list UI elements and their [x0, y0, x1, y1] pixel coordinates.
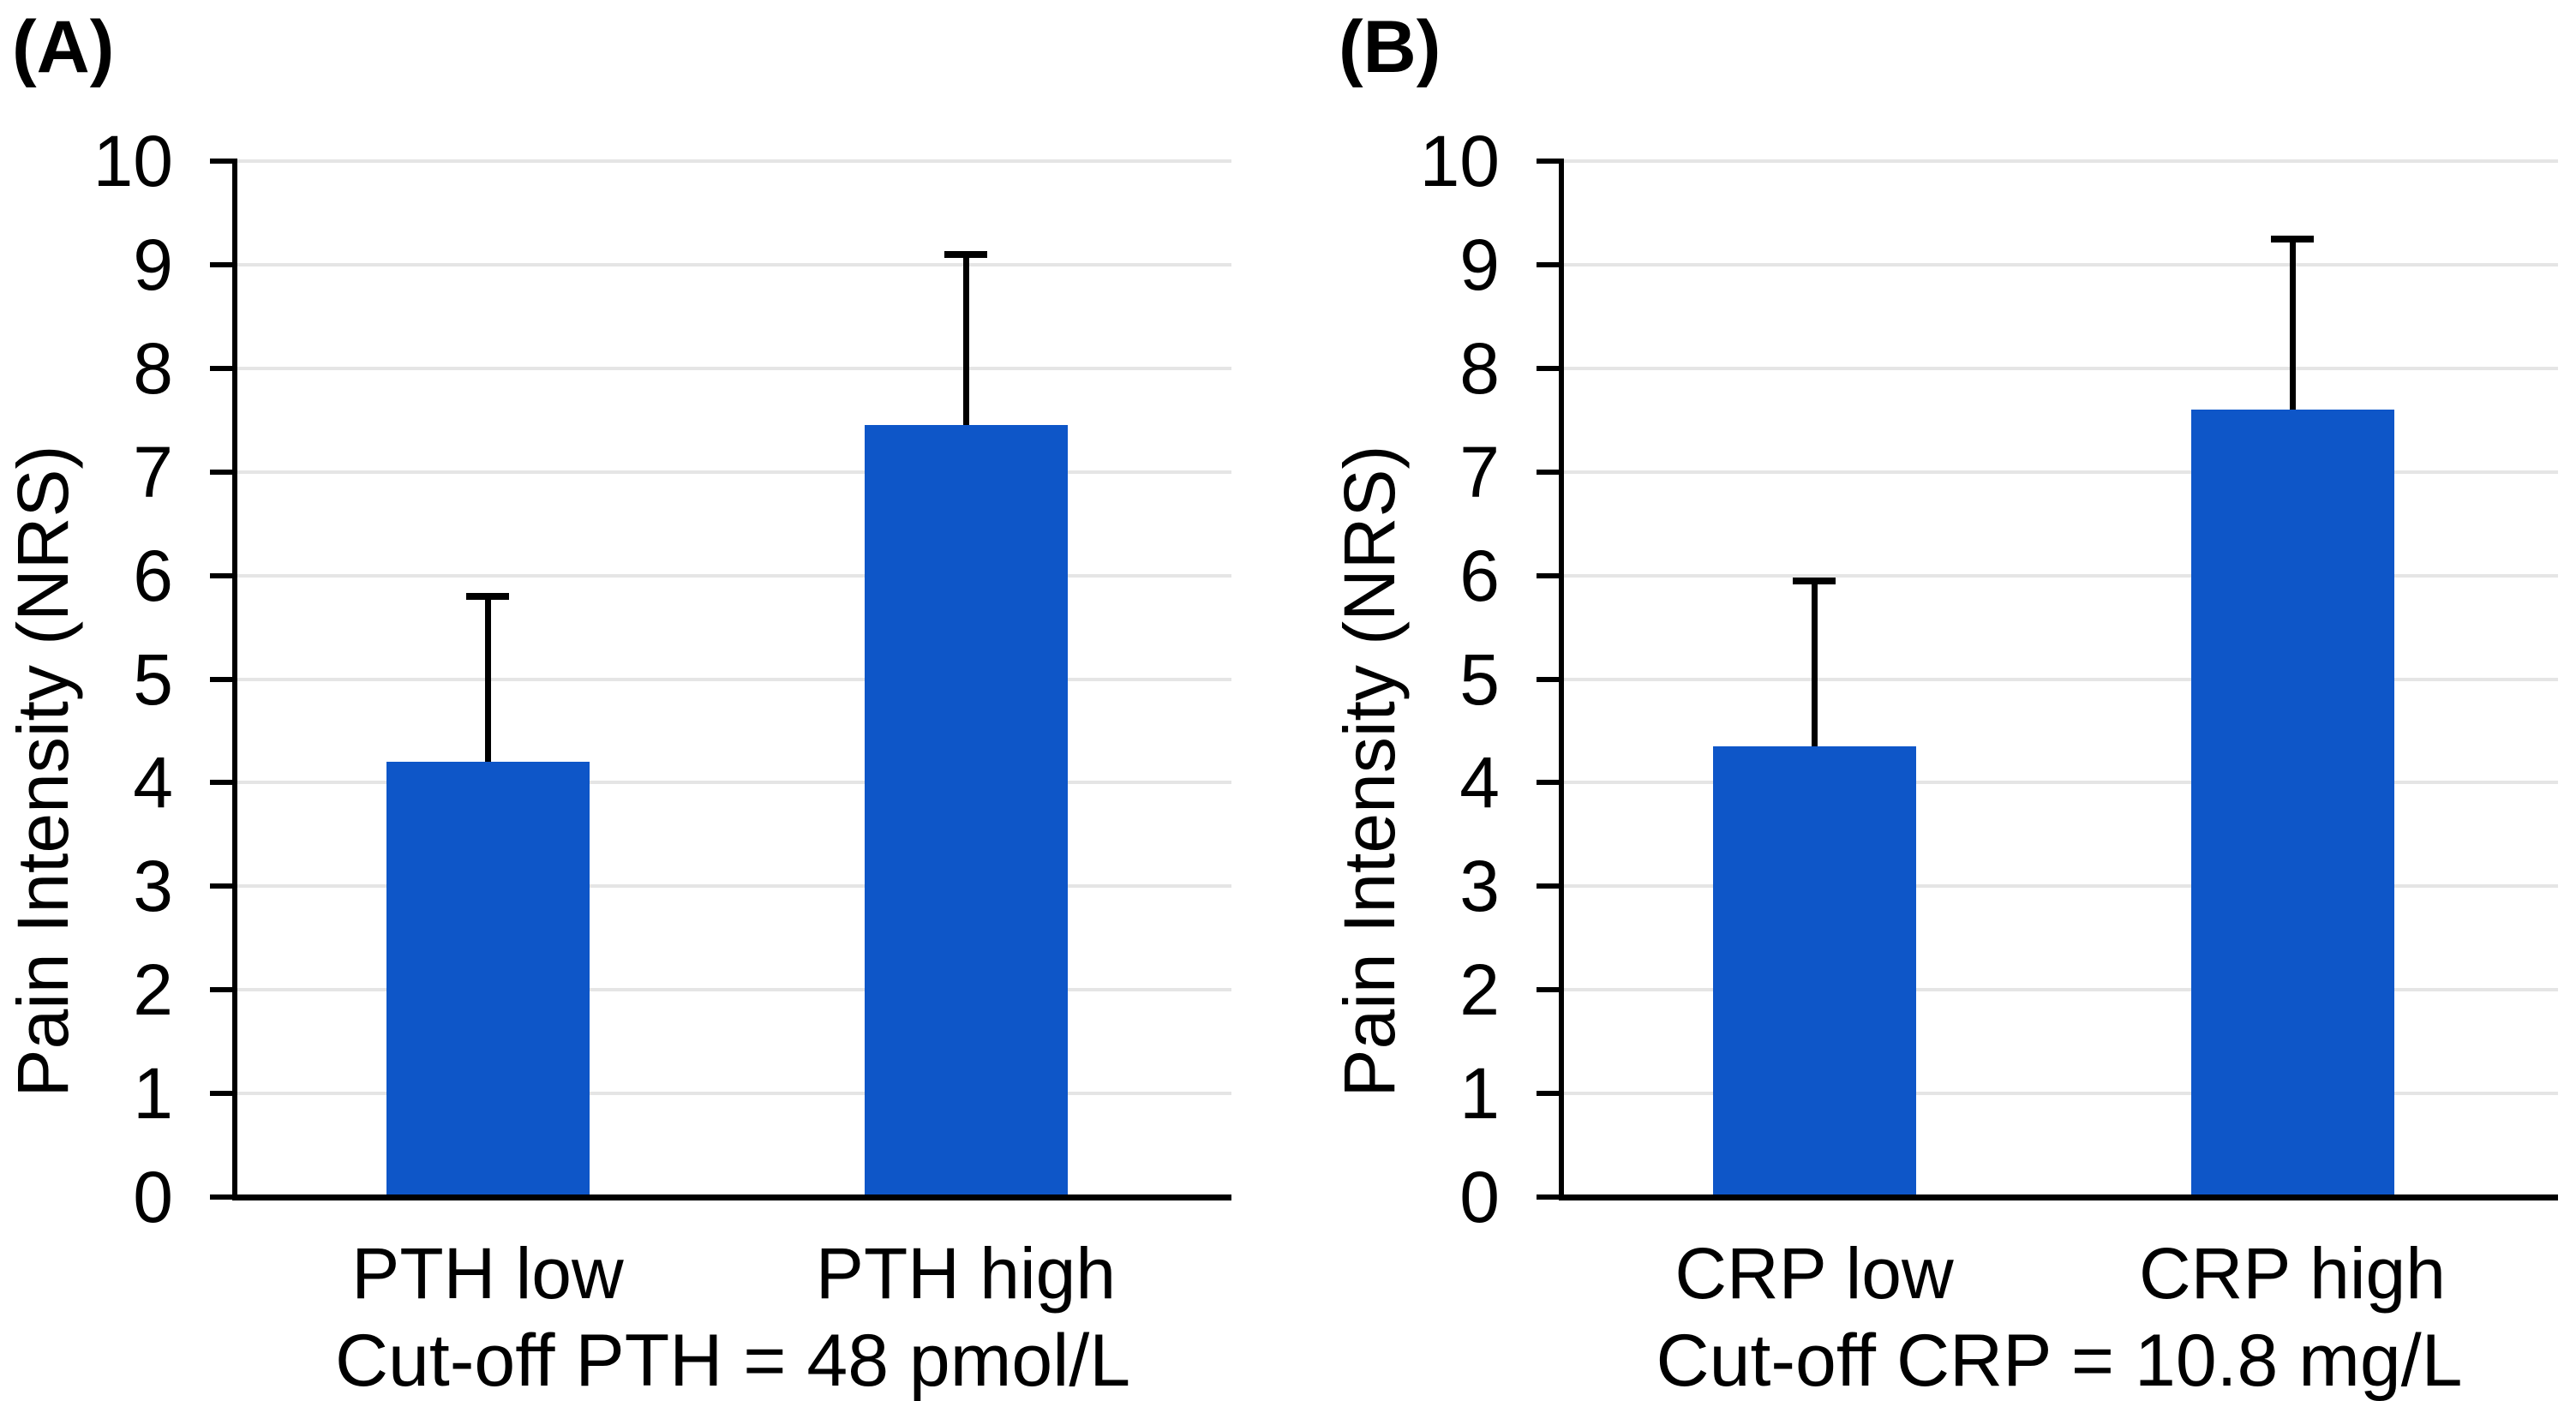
y-tick-label-0: 0: [1459, 1157, 1500, 1237]
y-tick-mark-6: [210, 573, 232, 578]
y-tick-label-9: 9: [133, 225, 173, 305]
y-tick-mark-4: [210, 780, 232, 785]
category-label-pth-low: PTH low: [351, 1233, 624, 1314]
y-tick-mark-6: [1537, 573, 1559, 578]
category-label-crp-high: CRP high: [2139, 1233, 2446, 1314]
y-tick-mark-9: [210, 262, 232, 267]
bar-pth-high: [865, 425, 1068, 1197]
x-axis-line: [232, 1194, 1231, 1200]
y-tick-mark-0: [1537, 1194, 1559, 1200]
y-tick-mark-2: [210, 987, 232, 992]
panel-b-plot-area: 0 1 2 3 4 5 6 7 8 9 10 CRP low CRP high: [1327, 0, 2576, 1401]
error-bar-line-1: [485, 596, 491, 762]
gridline-y5: [1559, 678, 2558, 681]
gridline-y2: [232, 988, 1231, 991]
y-tick-label-2: 2: [133, 949, 173, 1030]
y-tick-label-9: 9: [1459, 225, 1500, 305]
y-tick-mark-3: [210, 883, 232, 889]
y-tick-mark-0: [210, 1194, 232, 1200]
y-tick-mark-8: [1537, 366, 1559, 371]
error-bar-cap-2: [2271, 236, 2314, 242]
gridline-y2: [1559, 988, 2558, 991]
bar-pth-low: [386, 762, 590, 1197]
y-tick-label-1: 1: [133, 1053, 173, 1134]
panel-a-label: (A): [12, 6, 115, 88]
y-tick-mark-4: [1537, 780, 1559, 785]
y-tick-label-10: 10: [93, 121, 173, 201]
error-bar-line-1: [1812, 581, 1818, 746]
y-tick-mark-8: [210, 366, 232, 371]
bar-crp-high: [2191, 410, 2394, 1197]
y-tick-label-6: 6: [1459, 536, 1500, 616]
y-tick-label-5: 5: [133, 639, 173, 720]
gridline-y3: [232, 884, 1231, 888]
y-tick-mark-10: [1537, 159, 1559, 164]
gridline-y7: [1559, 470, 2558, 474]
panel-a-x-axis-caption: Cut-off PTH = 48 pmol/L: [334, 1320, 1131, 1401]
y-tick-label-7: 7: [1459, 432, 1500, 512]
y-tick-label-4: 4: [1459, 742, 1500, 823]
y-tick-mark-1: [210, 1091, 232, 1096]
y-tick-mark-3: [1537, 883, 1559, 889]
gridline-y1: [232, 1092, 1231, 1095]
gridline-y10: [232, 159, 1231, 163]
y-tick-label-5: 5: [1459, 639, 1500, 720]
y-tick-label-8: 8: [133, 328, 173, 409]
y-tick-label-6: 6: [133, 536, 173, 616]
y-tick-label-3: 3: [1459, 846, 1500, 926]
y-tick-label-2: 2: [1459, 949, 1500, 1030]
y-tick-mark-7: [1537, 470, 1559, 475]
gridline-y4: [232, 781, 1231, 784]
panel-b: (B) Pain Intensity (NRS) 0 1 2 3 4 5 6 7 8 9 10 CRP…: [1327, 0, 2576, 1401]
gridline-y6: [232, 574, 1231, 578]
y-tick-label-3: 3: [133, 846, 173, 926]
error-bar-cap-2: [944, 251, 987, 258]
gridline-y7: [232, 470, 1231, 474]
y-tick-label-4: 4: [133, 742, 173, 823]
gridline-y3: [1559, 884, 2558, 888]
panel-a-plot-area: 0 1 2 3 4 5 6 7 8 9 10 PTH low PTH high: [0, 0, 1249, 1401]
gridline-y9: [1559, 263, 2558, 266]
gridline-y8: [1559, 367, 2558, 370]
gridline-y10: [1559, 159, 2558, 163]
y-tick-label-0: 0: [133, 1157, 173, 1237]
y-tick-mark-5: [210, 677, 232, 682]
gridline-y6: [1559, 574, 2558, 578]
gridline-y5: [232, 678, 1231, 681]
y-tick-label-10: 10: [1419, 121, 1500, 201]
error-bar-cap-1: [1793, 578, 1836, 584]
y-tick-mark-10: [210, 159, 232, 164]
bar-crp-low: [1713, 746, 1916, 1197]
y-tick-mark-2: [1537, 987, 1559, 992]
y-tick-mark-1: [1537, 1091, 1559, 1096]
gridline-y9: [232, 263, 1231, 266]
panel-b-label: (B): [1339, 6, 1441, 88]
gridline-y4: [1559, 781, 2558, 784]
error-bar-line-2: [2290, 239, 2296, 410]
gridline-y1: [1559, 1092, 2558, 1095]
category-label-pth-high: PTH high: [815, 1233, 1117, 1314]
y-tick-label-7: 7: [133, 432, 173, 512]
error-bar-line-2: [963, 254, 969, 425]
category-label-crp-low: CRP low: [1674, 1233, 1954, 1314]
error-bar-cap-1: [466, 593, 509, 600]
panel-a: (A) Pain Intensity (NRS) 0 1 2 3 4 5 6 7 8 9 10 PTH…: [0, 0, 1249, 1401]
y-tick-label-1: 1: [1459, 1053, 1500, 1134]
y-axis-line: [232, 159, 237, 1200]
panel-b-x-axis-caption: Cut-off CRP = 10.8 mg/L: [1656, 1320, 2463, 1401]
y-axis-line: [1559, 159, 1564, 1200]
gridline-y8: [232, 367, 1231, 370]
y-tick-mark-7: [210, 470, 232, 475]
y-tick-mark-9: [1537, 262, 1559, 267]
y-tick-mark-5: [1537, 677, 1559, 682]
x-axis-line: [1559, 1194, 2558, 1200]
y-tick-label-8: 8: [1459, 328, 1500, 409]
